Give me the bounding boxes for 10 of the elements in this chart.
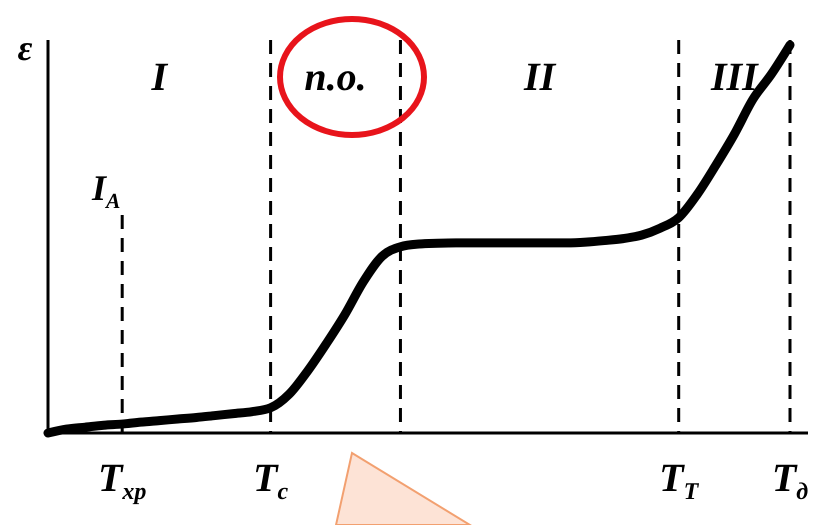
y-axis-title: ε: [18, 28, 33, 68]
x-tick-label: T$_{Т}$: [659, 455, 700, 506]
annotation: I: [150, 54, 169, 99]
x-tick-label: T$_{хр}$: [98, 455, 146, 506]
x-tick-label: T$_{д}$: [772, 455, 808, 506]
ref-line-label: I$_{A}$: [90, 168, 120, 213]
x-tick-label: T$_{с}$: [253, 455, 288, 506]
annotation: III: [710, 54, 760, 99]
annotation: п.о.: [304, 54, 367, 99]
annotation: II: [523, 54, 557, 99]
